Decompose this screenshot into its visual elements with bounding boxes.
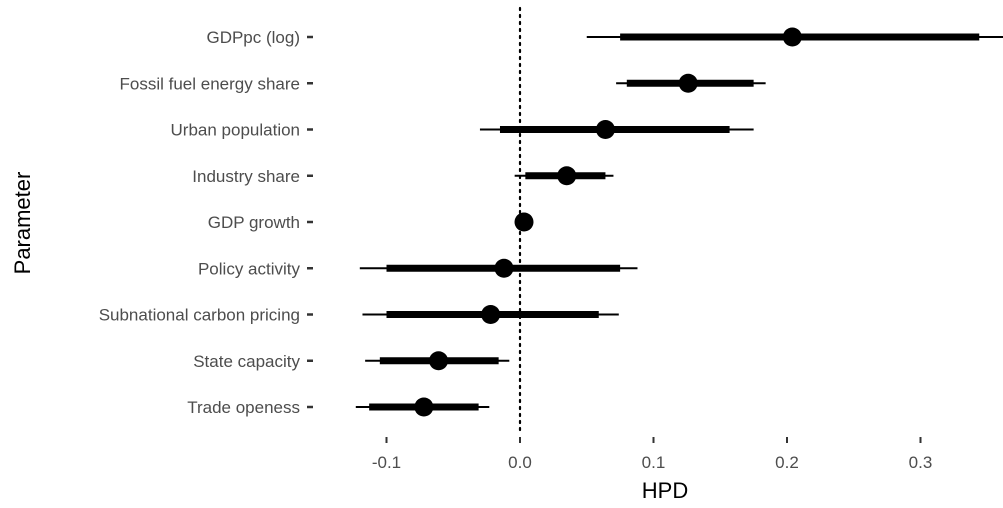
point-estimate [429, 351, 449, 371]
point-estimate [557, 166, 577, 186]
point-estimate [678, 73, 698, 93]
point-estimate [414, 397, 434, 417]
x-axis-title: HPD [642, 478, 688, 503]
y-tick-label: GDPpc (log) [206, 28, 300, 47]
y-tick-label: Subnational carbon pricing [99, 306, 300, 325]
y-tick-label: Trade openess [187, 398, 300, 417]
y-tick-label: Policy activity [198, 259, 301, 278]
y-tick-label: Industry share [192, 167, 300, 186]
point-estimate [481, 305, 501, 324]
x-tick-label: 0.3 [909, 453, 933, 472]
y-axis-title: Parameter [10, 172, 35, 275]
point-estimate [595, 120, 615, 139]
x-tick-label: -0.1 [372, 453, 401, 472]
x-tick-label: 0.1 [642, 453, 666, 472]
x-tick-label: 0.2 [775, 453, 799, 472]
x-tick-label: 0.0 [508, 453, 532, 472]
y-tick-label: State capacity [193, 352, 300, 371]
plot-area: -0.1 0.0 0.1 0.2 0.3 GDPpc (log) Fossil fuel e… [99, 6, 1003, 472]
y-tick-label: Fossil fuel energy share [120, 74, 300, 93]
point-estimate [494, 258, 514, 278]
y-tick-label: Urban population [171, 121, 300, 140]
point-estimate [782, 27, 802, 47]
point-estimate [514, 212, 534, 232]
y-tick-label: GDP growth [208, 213, 300, 232]
